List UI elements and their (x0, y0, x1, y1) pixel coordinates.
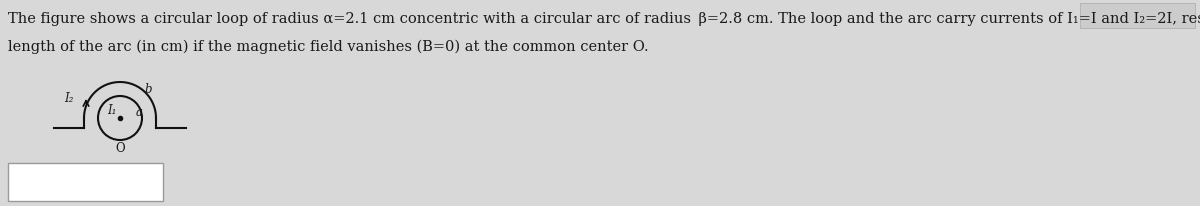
Text: a: a (136, 105, 142, 118)
Bar (1080, 4, 1195, 29)
Text: The figure shows a circular loop of radius α=2.1 cm concentric with a circular a: The figure shows a circular loop of radi… (8, 12, 1200, 26)
Bar (8, 163, 163, 201)
Text: I₂: I₂ (65, 92, 74, 105)
Text: b: b (145, 83, 152, 96)
Text: I₁: I₁ (107, 104, 116, 117)
Text: O: O (115, 142, 125, 155)
Text: length of the arc (in cm) if the magnetic field vanishes (B=0) at the common cen: length of the arc (in cm) if the magneti… (8, 40, 649, 54)
